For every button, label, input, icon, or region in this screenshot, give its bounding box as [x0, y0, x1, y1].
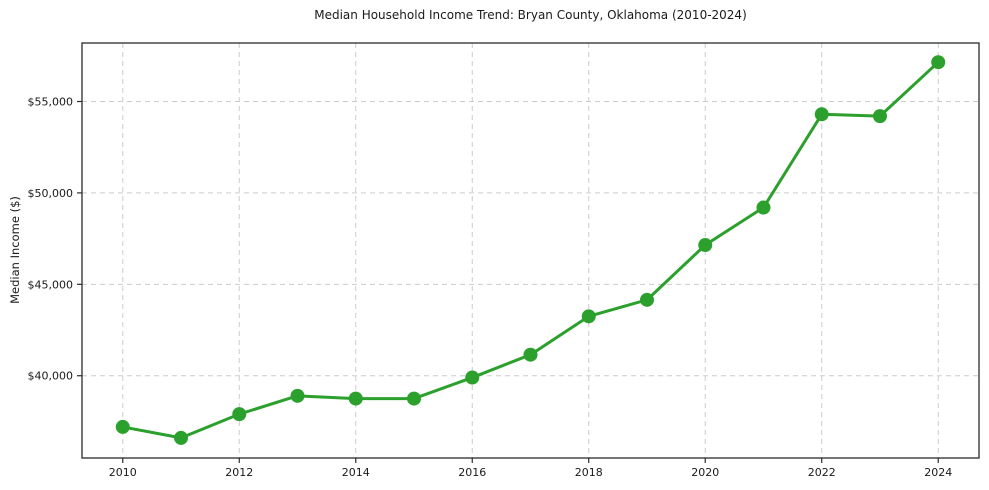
y-tick-label: $45,000	[28, 278, 74, 291]
data-point	[872, 109, 887, 124]
data-point	[581, 309, 596, 324]
data-point	[465, 370, 480, 385]
x-tick-label: 2022	[808, 466, 836, 479]
data-point	[348, 391, 363, 406]
x-tick-label: 2020	[691, 466, 719, 479]
chart-title: Median Household Income Trend: Bryan Cou…	[314, 8, 747, 22]
data-point	[115, 419, 130, 434]
data-point	[232, 407, 247, 422]
data-point	[639, 292, 654, 307]
x-tick-label: 2016	[458, 466, 486, 479]
data-point	[814, 107, 829, 122]
data-point	[698, 238, 713, 253]
x-tick-label: 2012	[225, 466, 253, 479]
x-tick-label: 2010	[109, 466, 137, 479]
data-point	[174, 430, 189, 445]
plot-border	[81, 42, 980, 459]
data-point	[407, 391, 422, 406]
data-point	[523, 347, 538, 362]
y-tick-label: $40,000	[28, 370, 74, 383]
data-point	[756, 200, 771, 215]
data-point	[290, 388, 305, 403]
y-tick-label: $55,000	[28, 96, 74, 109]
trend-line	[121, 60, 940, 440]
data-point	[931, 55, 946, 70]
x-tick-label: 2018	[575, 466, 603, 479]
y-tick-label: $50,000	[28, 187, 74, 200]
x-tick-label: 2014	[342, 466, 370, 479]
x-tick-label: 2024	[924, 466, 952, 479]
